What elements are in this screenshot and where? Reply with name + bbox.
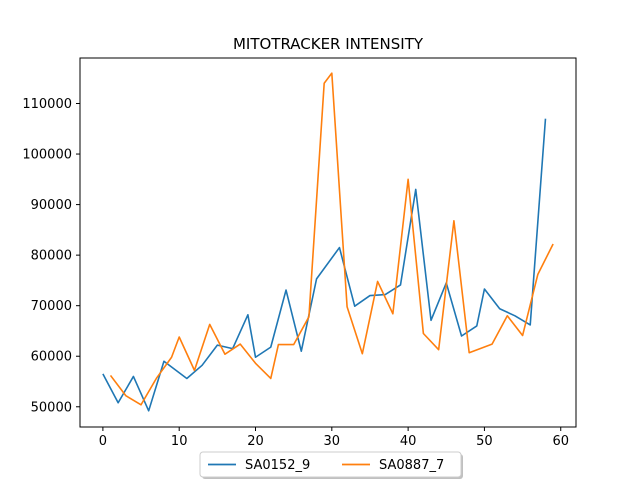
y-tick-label: 50000 — [31, 400, 72, 415]
x-tick-label: 0 — [99, 434, 107, 449]
legend-box — [199, 451, 462, 478]
legend: SA0152_9 SA0887_7 — [199, 451, 463, 479]
y-axis-ticks: 50000 60000 70000 80000 90000 100000 110000 — [22, 97, 80, 415]
y-tick-label: 90000 — [31, 198, 72, 213]
x-tick-label: 50 — [476, 434, 493, 449]
legend-items: SA0152_9 SA0887_7 — [208, 458, 444, 473]
series-line-1 — [102, 118, 547, 412]
series-layer — [102, 72, 554, 412]
x-tick-label: 10 — [171, 434, 188, 449]
y-tick-label: 100000 — [22, 148, 72, 163]
y-tick-label: 80000 — [31, 249, 72, 264]
x-tick-label: 60 — [552, 434, 569, 449]
plot-frame — [79, 57, 577, 428]
legend-label: SA0152_9 — [245, 458, 310, 473]
x-tick-label: 40 — [400, 434, 417, 449]
y-tick-label: 60000 — [31, 350, 72, 365]
y-tick-label: 110000 — [22, 97, 72, 112]
series-line-2 — [109, 72, 554, 406]
chart-title: MITOTRACKER INTENSITY — [233, 35, 424, 53]
legend-label: SA0887_7 — [379, 458, 444, 473]
x-tick-label: 30 — [324, 434, 341, 449]
y-tick-label: 70000 — [31, 299, 72, 314]
x-tick-label: 20 — [247, 434, 264, 449]
x-axis-ticks: 0 10 20 30 40 50 60 — [99, 427, 569, 449]
